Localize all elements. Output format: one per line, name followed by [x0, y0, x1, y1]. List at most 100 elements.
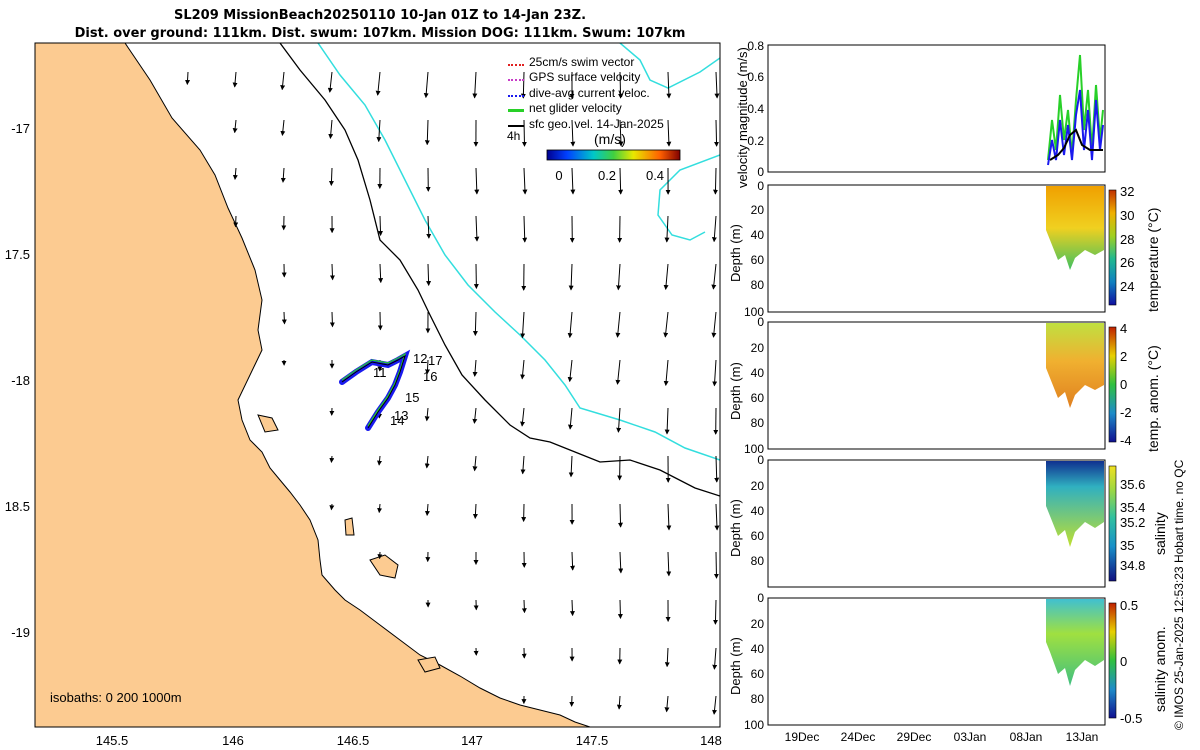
salinity-panel: [767, 459, 1117, 588]
map-frame: [34, 42, 721, 728]
time-tick-label: 13Jan: [1066, 730, 1099, 744]
velocity-arrow: [667, 744, 668, 750]
velocity-arrow: [185, 71, 191, 86]
time-tick-label: 08Jan: [1010, 730, 1043, 744]
velocity-arrow: [664, 215, 670, 243]
y-tick-label: 80: [751, 278, 765, 292]
temp-anom-panel: [767, 321, 1117, 450]
velocity-arrow: [329, 263, 335, 281]
velocity-arrow: [328, 167, 334, 187]
cbar-tick-label: -0.5: [1120, 711, 1142, 726]
y-tick-label: 20: [751, 617, 765, 631]
y-tick-label: -17: [11, 121, 30, 136]
y-tick-label: 40: [751, 504, 765, 518]
velocity-arrow: [328, 119, 334, 140]
cbar-tick-label: 30: [1120, 208, 1134, 223]
velocity-arrow: [618, 551, 624, 574]
temperature-colorbar: [1108, 189, 1117, 306]
y-tick-label: 0: [757, 179, 764, 193]
depth-ticks: 0 20 40 60 80 100 0 20 40 60 80 100 0 20…: [744, 179, 764, 732]
velocity-arrow: [522, 215, 528, 243]
glider-track-swim: [341, 352, 407, 427]
velocity-arrow: [567, 407, 573, 430]
velocity-arrow: [616, 407, 622, 433]
cbar-tick-label: 34.8: [1120, 558, 1145, 573]
x-tick-label: 147.5: [576, 733, 609, 748]
velocity-arrow: [280, 167, 286, 183]
temp-anom-colorbar: [1108, 326, 1117, 443]
day-label: 12: [413, 351, 427, 366]
velocity-arrow: [568, 455, 574, 478]
velocity-arrow: [617, 503, 623, 528]
velocity-arrow: [571, 744, 572, 750]
velocity-arrow: [663, 263, 669, 291]
salinity-anom-colorbar: [1108, 602, 1117, 719]
velocity-arrow: [616, 263, 622, 291]
cbar-tick-label: 0.4: [645, 168, 665, 183]
velocity-arrow: [615, 311, 621, 338]
velocity-arrow: [711, 215, 717, 243]
velocity-arrow: [666, 551, 672, 577]
y-tick-label: 80: [751, 416, 765, 430]
y-tick-label: 0.4: [747, 102, 764, 116]
cbar-tick-label: 35.2: [1120, 515, 1145, 530]
figure-subtitle: Dist. over ground: 111km. Dist. swum: 10…: [74, 26, 686, 41]
colorbar-ticks: 32 30 28 26 24 4 2 0 -2 -4 35.6 35.4 35.…: [1120, 184, 1145, 726]
salinity-anom-profile: [1046, 599, 1104, 686]
velocity-arrow: [666, 71, 672, 99]
salinity-anom-panel: [767, 597, 1117, 726]
map-area: 11 12 13 14 15 16 17 4h: [35, 43, 720, 750]
velocity-arrow: [714, 455, 720, 483]
velocity-arrow: [426, 215, 432, 239]
velocity-arrow: [377, 455, 383, 466]
velocity-arrow: [472, 359, 478, 377]
velocity-arrow: [714, 503, 720, 531]
velocity-arrow: [474, 215, 480, 242]
legend-label: 25cm/s swim vector: [529, 55, 635, 69]
temperature-panel: [767, 184, 1117, 313]
velocity-arrow: [713, 551, 719, 579]
legend-label: net glider velocity: [529, 101, 622, 116]
y-tick-label: 100: [744, 442, 764, 456]
velocity-arrow: [378, 263, 384, 284]
velocity-arrow: [376, 119, 382, 143]
velocity-arrow: [329, 503, 335, 511]
cbar-tick-label: 26: [1120, 255, 1134, 270]
salinity-ylabel: Depth (m): [728, 499, 743, 557]
velocity-arrow: [280, 71, 286, 91]
velocity-arrow: [521, 599, 527, 614]
cbar-tick-label: 0: [1120, 654, 1127, 669]
velocity-arrow: [472, 71, 478, 99]
day-label: 13: [394, 408, 408, 423]
velocity-arrow: [570, 551, 576, 571]
legend-item: dive-avg current veloc.: [508, 86, 664, 101]
velocity-arrow: [424, 503, 430, 517]
legend-line-magenta: [508, 75, 524, 82]
velocity-arrow: [664, 695, 670, 713]
velocity-arrow: [664, 647, 670, 668]
colorbar-label: (m/s): [594, 131, 626, 147]
y-tick-label: 40: [751, 642, 765, 656]
time-tick-label: 03Jan: [954, 730, 987, 744]
cbar-tick-label: 24: [1120, 279, 1134, 294]
velocity-arrow: [521, 119, 527, 147]
velocity-arrow: [281, 311, 287, 325]
legend-item: GPS surface velocity: [508, 70, 664, 85]
legend-line-blue: [508, 91, 524, 97]
y-tick-label: 40: [751, 366, 765, 380]
velocity-arrow: [472, 407, 478, 424]
y-tick-label: -19: [11, 625, 30, 640]
velocity-arrow: [474, 167, 480, 195]
velocity-arrow: [520, 71, 526, 99]
velocity-arrow: [280, 119, 286, 137]
velocity-arrow: [570, 167, 576, 195]
y-tick-label: -18: [11, 373, 30, 388]
velocity-arrow: [615, 359, 621, 385]
velocity-arrow: [424, 407, 430, 422]
island: [417, 656, 441, 673]
legend-item: sfc geo. vel. 14-Jan-2025: [508, 117, 664, 132]
x-tick-label: 147: [461, 733, 483, 748]
velocity-arrow: [520, 455, 526, 475]
velocity-arrow: [616, 695, 622, 710]
